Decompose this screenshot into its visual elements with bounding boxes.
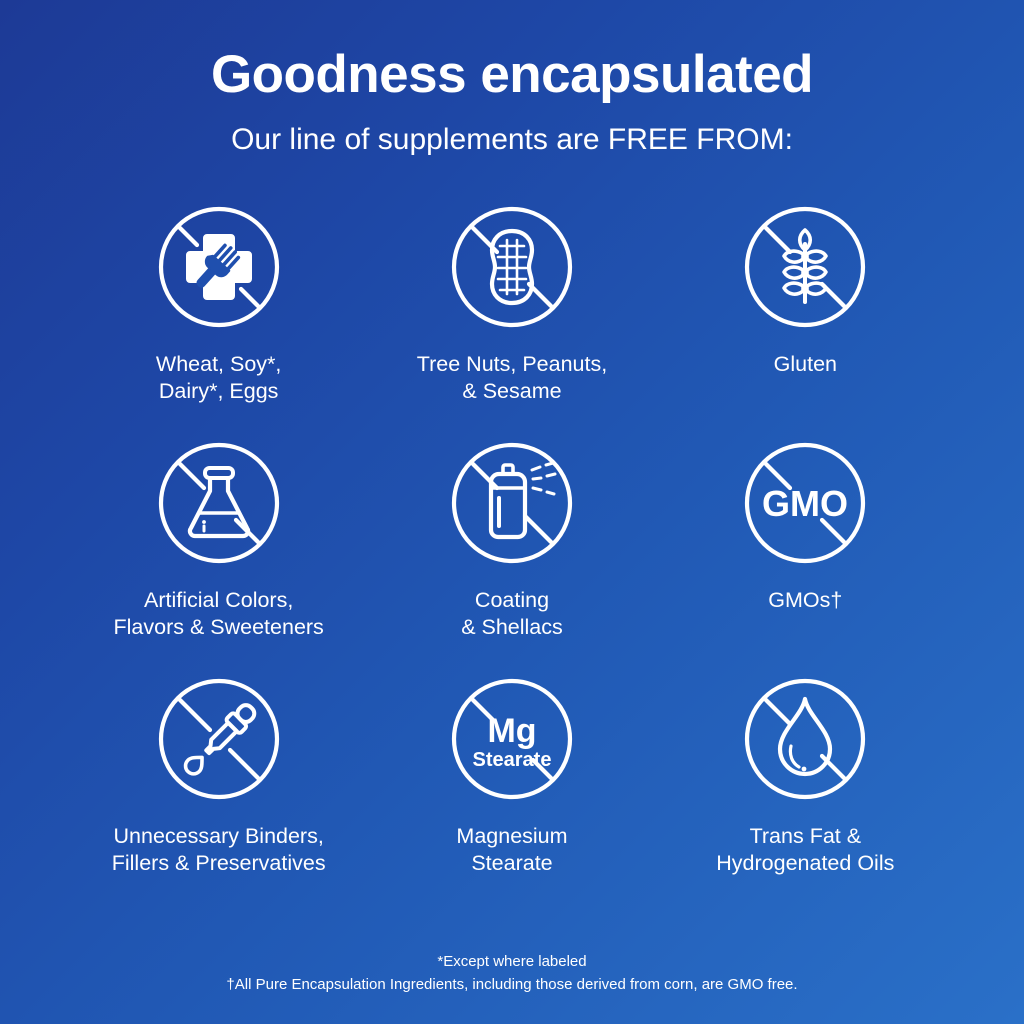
no-mg-stearate-text-icon: Mg Stearate — [445, 672, 579, 806]
free-from-item-label: Gluten — [773, 352, 837, 377]
footnote-except-where-labeled: *Except where labeled — [437, 952, 587, 970]
no-spray-can-icon — [445, 436, 579, 570]
gmo-icon-text: GMO — [762, 483, 848, 524]
free-from-item: Tree Nuts, Peanuts, & Sesame — [365, 200, 658, 436]
no-gmo-text-icon: GMO — [738, 436, 872, 570]
free-from-item: GMO GMOs† — [659, 436, 952, 672]
free-from-item-label: Trans Fat & Hydrogenated Oils — [716, 824, 895, 876]
footnote-gmo-free: †All Pure Encapsulation Ingredients, inc… — [226, 975, 798, 993]
free-from-item: Mg Stearate Magnesium Stearate — [365, 672, 658, 908]
free-from-item: Wheat, Soy*, Dairy*, Eggs — [72, 200, 365, 436]
free-from-item: Artificial Colors, Flavors & Sweeteners — [72, 436, 365, 672]
free-from-item: Gluten — [659, 200, 952, 436]
free-from-item-label: Artificial Colors, Flavors & Sweeteners — [113, 588, 324, 640]
no-wheat-stalk-icon — [738, 200, 872, 334]
stearate-icon-text: Stearate — [473, 749, 552, 771]
page-title: Goodness encapsulated — [210, 45, 814, 104]
no-flask-icon — [152, 436, 286, 570]
free-from-item-label: Coating & Shellacs — [461, 588, 563, 640]
free-from-item-label: Unnecessary Binders, Fillers & Preservat… — [111, 824, 326, 876]
no-dropper-icon — [152, 672, 286, 806]
free-from-item-label: Magnesium Stearate — [456, 824, 568, 876]
no-fork-cross-icon — [152, 200, 286, 334]
free-from-item-label: Tree Nuts, Peanuts, & Sesame — [416, 352, 608, 404]
footnotes: *Except where labeled †All Pure Encapsul… — [0, 950, 1024, 997]
free-from-item-label: Wheat, Soy*, Dairy*, Eggs — [155, 352, 282, 404]
page-subtitle: Our line of supplements are FREE FROM: — [231, 123, 793, 157]
free-from-item: Trans Fat & Hydrogenated Oils — [659, 672, 952, 908]
free-from-item: Unnecessary Binders, Fillers & Preservat… — [72, 672, 365, 908]
free-from-item-label: GMOs† — [768, 588, 843, 613]
header: Goodness encapsulated Our line of supple… — [0, 0, 1024, 156]
free-from-item: Coating & Shellacs — [365, 436, 658, 672]
free-from-grid: Wheat, Soy*, Dairy*, Eggs — [72, 200, 952, 908]
no-oil-droplet-icon — [738, 672, 872, 806]
no-peanut-icon — [445, 200, 579, 334]
mg-icon-text: Mg — [487, 712, 536, 750]
